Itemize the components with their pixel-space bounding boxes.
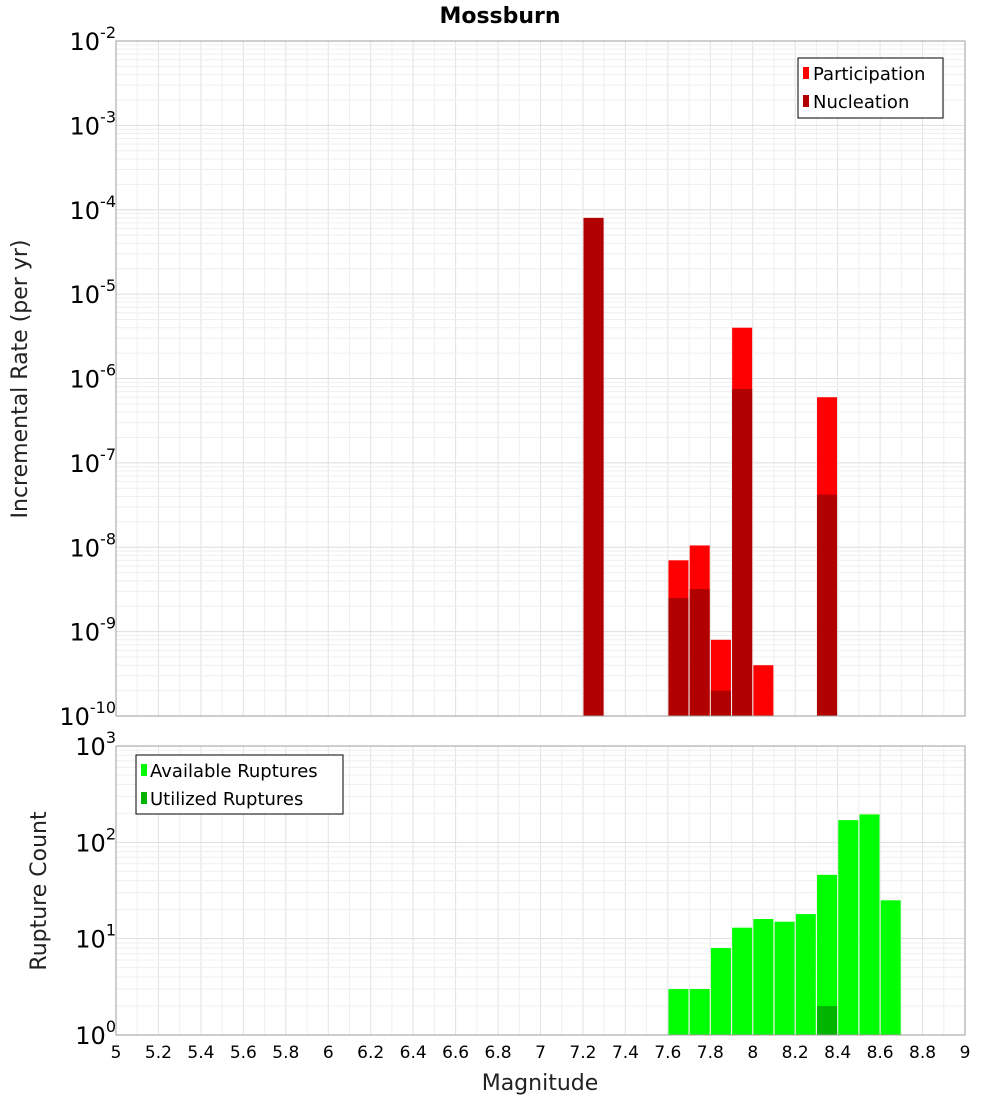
bottom-bars (668, 814, 901, 1035)
bar-available-ruptures (753, 919, 774, 1035)
legend-nucleation-label: Nucleation (813, 92, 909, 113)
y-tick-label: 101 (75, 921, 116, 954)
bottom-y-axis-label: Rupture Count (27, 811, 52, 971)
bar-available-ruptures (859, 814, 880, 1035)
bar-available-ruptures (880, 900, 901, 1035)
y-tick-label: 10-9 (70, 614, 117, 647)
bar-nucleation (583, 217, 604, 716)
x-tick-label: 7.8 (697, 1043, 724, 1063)
x-tick-label: 7.6 (654, 1043, 681, 1063)
top-bars (583, 217, 838, 716)
bar-available-ruptures (689, 989, 710, 1035)
x-tick-label: 6 (323, 1043, 334, 1063)
bar-nucleation (817, 494, 838, 716)
y-tick-label: 10-2 (70, 23, 117, 56)
x-tick-label: 5.6 (230, 1043, 257, 1063)
x-tick-label: 8.2 (782, 1043, 809, 1063)
bottom-y-ticks: 100 101 102 103 (75, 728, 116, 1050)
x-tick-label: 5.2 (145, 1043, 172, 1063)
bar-nucleation (689, 589, 710, 716)
bar-available-ruptures (732, 927, 753, 1035)
bar-available-ruptures (817, 874, 838, 1035)
x-tick-label: 6.2 (357, 1043, 384, 1063)
bar-utilized-ruptures (817, 1006, 838, 1035)
bottom-legend-box (135, 754, 344, 815)
bar-nucleation (668, 598, 689, 716)
bar-nucleation (710, 690, 731, 716)
x-tick-label: 8.4 (824, 1043, 851, 1063)
legend-available-swatch (141, 764, 147, 776)
x-tick-label: 6.4 (400, 1043, 427, 1063)
chart-title: Mossburn (439, 4, 560, 29)
x-tick-label: 7.4 (612, 1043, 639, 1063)
y-tick-label: 102 (75, 824, 116, 857)
x-tick-label: 8 (747, 1043, 758, 1063)
bar-available-ruptures (710, 948, 731, 1035)
x-tick-label: 5.4 (187, 1043, 214, 1063)
legend-utilized-label: Utilized Ruptures (150, 789, 303, 810)
x-tick-label: 8.8 (909, 1043, 936, 1063)
bar-available-ruptures (838, 820, 859, 1035)
x-tick-label: 7 (535, 1043, 546, 1063)
legend-participation-label: Participation (813, 64, 925, 85)
x-tick-label: 8.6 (867, 1043, 894, 1063)
top-legend-box (797, 57, 944, 119)
y-tick-label: 103 (75, 728, 116, 761)
y-tick-label: 10-3 (70, 107, 117, 140)
y-tick-label: 100 (75, 1017, 116, 1050)
x-tick-label: 5.8 (272, 1043, 299, 1063)
legend-participation-swatch (803, 67, 809, 79)
top-y-axis-label: Incremental Rate (per yr) (8, 240, 33, 519)
bottom-plot-border (115, 745, 966, 1036)
x-tick-label: 9 (960, 1043, 971, 1063)
y-tick-label: 10-7 (70, 445, 117, 478)
y-tick-label: 10-4 (70, 192, 117, 225)
y-tick-label: 10-10 (59, 698, 116, 731)
x-axis-label: Magnitude (482, 1071, 599, 1096)
y-tick-label: 10-5 (70, 276, 117, 309)
legend-utilized-swatch (141, 792, 147, 804)
top-legend: Participation Nucleation (797, 57, 944, 119)
x-tick-label: 5 (111, 1043, 122, 1063)
y-tick-label: 10-6 (70, 361, 117, 394)
x-tick-label: 6.8 (485, 1043, 512, 1063)
y-tick-label: 10-8 (70, 529, 117, 562)
x-tick-label: 7.2 (569, 1043, 596, 1063)
legend-nucleation-swatch (803, 95, 809, 107)
bar-available-ruptures (795, 914, 816, 1035)
top-y-ticks: 10-10 10-9 10-8 10-7 10-6 10-5 10-4 10-3 10-2 (59, 23, 116, 731)
bar-participation (753, 665, 774, 716)
top-plot-border (115, 40, 966, 717)
bottom-legend: Available Ruptures Utilized Ruptures (135, 754, 344, 815)
bar-available-ruptures (774, 921, 795, 1035)
legend-available-label: Available Ruptures (150, 761, 318, 782)
top-grid (115, 41, 966, 717)
x-tick-label: 6.6 (442, 1043, 469, 1063)
x-ticks: 5 5.2 5.4 5.6 5.8 6 6.2 6.4 6.6 6.8 7 7.2 7.4 7.6 7.8 8… (111, 1043, 971, 1063)
bar-available-ruptures (668, 989, 689, 1035)
bar-nucleation (732, 389, 753, 716)
